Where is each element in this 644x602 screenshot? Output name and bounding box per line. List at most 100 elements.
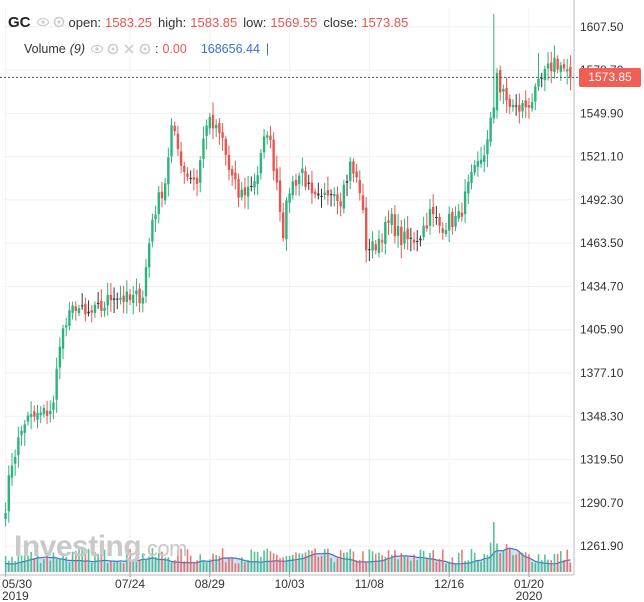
volume-bar [461,549,463,572]
volume-bar [103,549,106,572]
volume-bar [43,558,45,572]
candle [371,241,374,251]
candle [253,181,256,188]
volume-bar [410,560,412,572]
volume-bar [132,560,135,572]
eye-icon[interactable] [36,16,49,28]
volume-bar [556,553,559,572]
volume-bar [244,562,246,572]
candle [317,193,320,196]
candle [195,177,199,184]
candle [355,171,358,178]
volume-ma-value: 168656.44 [200,42,260,56]
volume-bar [256,551,259,572]
candle [100,300,103,311]
candle [199,160,202,183]
volume-bar [282,557,285,572]
candle [266,135,269,138]
candle [511,104,515,108]
candle [87,311,90,314]
volume-bar [27,555,29,572]
candle [39,412,42,416]
candle [460,212,464,217]
candle [208,116,212,129]
settings-icon[interactable] [107,43,119,55]
volume-bar [307,549,310,572]
volume-bar [4,556,7,572]
candle [569,66,572,78]
volume-bar [477,560,479,572]
candle [77,308,81,314]
candle [282,212,285,239]
candle [387,220,390,223]
candle [527,105,531,108]
volume-bar [177,551,179,572]
volume-bar [116,561,119,572]
candle [393,214,397,237]
volume-bar [400,552,403,572]
candle [508,98,511,107]
volume-bar [505,544,508,572]
candle [377,238,381,253]
volume-bar [531,561,533,572]
close-label: close: [323,14,358,30]
volume-bar [352,551,355,572]
volume-bar [537,554,540,572]
low-value: 1569.55 [270,14,318,30]
volume-bar [553,554,556,572]
candle [374,244,377,251]
volume-bar [189,555,192,572]
volume-bar [403,556,406,572]
candle [559,65,563,72]
candles [4,14,572,527]
volume-bar [320,556,323,572]
candle [524,100,527,108]
candle [246,186,250,197]
volume-bar [33,557,36,572]
volume-label: Volume [24,42,66,56]
candle [505,87,508,101]
candle [368,249,371,251]
settings-icon[interactable] [139,43,151,55]
candle [534,86,537,102]
volume-bar [81,549,83,572]
volume-bar [20,555,23,572]
close-icon[interactable] [123,43,135,55]
candle [29,414,33,417]
candle [211,114,215,129]
volume-bar [518,551,521,572]
volume-bar [298,553,300,572]
volume-bar [314,548,316,572]
high-value: 1583.85 [190,14,238,30]
volume-bar [540,560,543,572]
volume-bar [569,562,572,572]
settings-icon[interactable] [53,16,65,28]
volume-bar [119,562,122,572]
volume-ma-line [5,547,571,565]
volume-bar [397,559,399,572]
volume-bar [266,548,269,572]
volume-bar [180,548,182,572]
volume-bar [493,522,495,572]
y-tick-label: 1319.50 [580,453,624,467]
volume-bar [94,551,96,572]
candle [457,211,460,219]
candle [422,225,425,238]
volume-bar [566,549,569,572]
eye-icon[interactable] [90,43,103,55]
candle [451,211,454,228]
candle [444,229,448,234]
volume-bar [502,549,505,572]
candle [96,302,100,304]
candle [537,78,540,87]
volume-bar [483,553,486,572]
volume-bar [288,555,291,572]
volume-bar [237,563,240,572]
candle [259,152,263,174]
volume-bar [36,552,39,572]
volume-bar [138,560,141,572]
candle [240,189,243,198]
volume-bar [470,549,473,572]
ohlc-header: GC open: 1583.25 high: 1583.85 low: 1569… [8,12,414,32]
candle [454,216,457,227]
